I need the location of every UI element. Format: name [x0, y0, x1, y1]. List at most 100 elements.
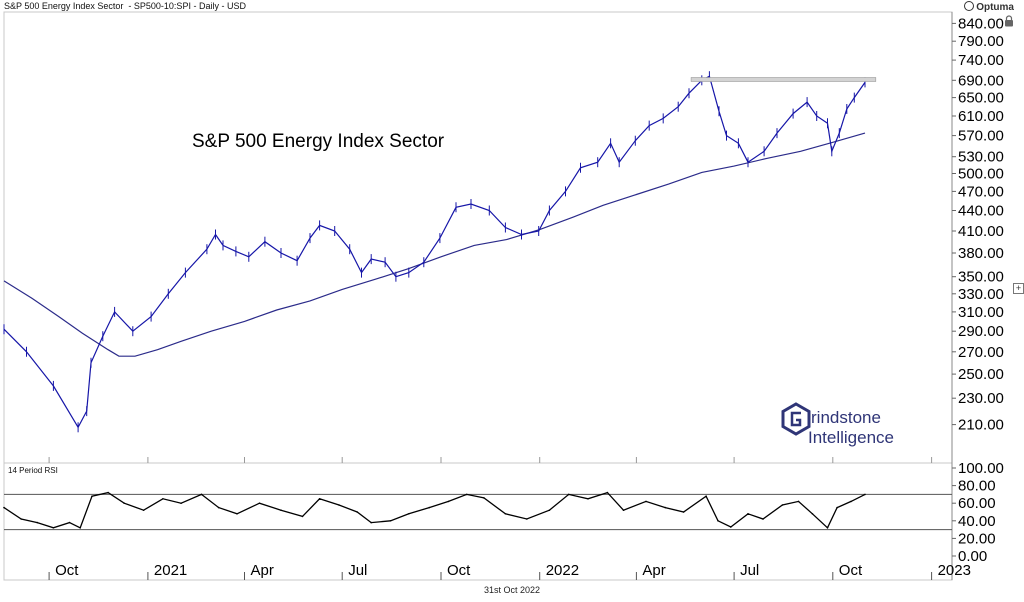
y-tick-label: 440.00: [958, 203, 1004, 220]
x-tick-label: 2023: [938, 562, 971, 579]
rsi-point: [717, 520, 719, 522]
rsi-point: [259, 502, 261, 504]
rsi-point: [180, 502, 182, 504]
rsi-point: [782, 504, 784, 506]
rsi-point: [408, 513, 410, 515]
rsi-point: [143, 509, 145, 511]
chart-title: S&P 500 Energy Index Sector: [192, 131, 444, 153]
y-tick-label: 380.00: [958, 245, 1004, 262]
rsi-point: [3, 507, 5, 509]
y-tick-label: 230.00: [958, 390, 1004, 407]
rsi-point: [683, 511, 685, 513]
rsi-point: [526, 518, 528, 520]
moving-average-line: [4, 133, 865, 356]
lock-icon[interactable]: [1004, 15, 1014, 27]
y-tick-label: 840.00: [958, 15, 1004, 32]
x-tick-label: Apr: [642, 562, 665, 579]
y-tick-label: 330.00: [958, 286, 1004, 303]
y-tick-label: 530.00: [958, 149, 1004, 166]
rsi-point: [623, 509, 625, 511]
y-tick-label: 290.00: [958, 323, 1004, 340]
chart-header: S&P 500 Energy Index Sector - SP500-10:S…: [4, 1, 246, 11]
y-tick-label: 740.00: [958, 52, 1004, 69]
rsi-point: [549, 509, 551, 511]
rsi-panel-frame: [4, 463, 952, 580]
rsi-point: [747, 513, 749, 515]
x-tick-label: Oct: [839, 562, 863, 579]
resistance-line: [691, 78, 876, 82]
rsi-point: [236, 513, 238, 515]
rsi-point: [390, 520, 392, 522]
rsi-panel-title: 14 Period RSI: [8, 466, 58, 475]
rsi-point: [466, 494, 468, 496]
rsi-y-tick-label: 60.00: [958, 495, 996, 512]
rsi-point: [730, 526, 732, 528]
x-tick-label: 2022: [546, 562, 579, 579]
y-tick-label: 650.00: [958, 90, 1004, 107]
price-series: [4, 71, 865, 432]
brand-label: Optuma: [964, 1, 1014, 13]
moving-average-series: [4, 133, 865, 356]
expand-plus-icon[interactable]: +: [1013, 283, 1024, 294]
grindstone-logo: rindstone Intelligence: [781, 402, 921, 452]
resistance-level: [691, 78, 876, 82]
rsi-point: [338, 504, 340, 506]
rsi-point: [812, 513, 814, 515]
chart: 840.00790.00740.00690.00650.00610.00570.…: [0, 0, 1024, 602]
rsi-point: [645, 501, 647, 503]
rsi-point: [53, 527, 55, 529]
rsi-point: [356, 511, 358, 513]
rsi-point: [850, 501, 852, 503]
rsi-point: [20, 518, 22, 520]
rsi-point: [107, 492, 109, 494]
rsi-point: [836, 507, 838, 509]
rsi-y-tick-label: 20.00: [958, 530, 996, 547]
rsi-y-tick-label: 80.00: [958, 478, 996, 495]
rsi-point: [69, 522, 71, 524]
rsi-point: [91, 495, 93, 497]
rsi-point: [483, 497, 485, 499]
rsi-point: [123, 502, 125, 504]
rsi-point: [762, 518, 764, 520]
rsi-point: [162, 498, 164, 500]
y-tick-label: 250.00: [958, 366, 1004, 383]
rsi-line: [4, 493, 865, 528]
y-tick-label: 470.00: [958, 183, 1004, 200]
rsi-point: [505, 513, 507, 515]
x-tick-label: Jul: [740, 562, 759, 579]
y-tick-label: 790.00: [958, 33, 1004, 50]
rsi-point: [370, 522, 372, 524]
rsi-y-tick-label: 100.00: [958, 460, 1004, 477]
y-tick-label: 500.00: [958, 166, 1004, 183]
logo-text-line1: rindstone: [811, 408, 881, 428]
x-tick-label: Jul: [348, 562, 367, 579]
rsi-point: [37, 522, 39, 524]
rsi-point: [319, 498, 321, 500]
x-tick-label: Oct: [447, 562, 471, 579]
rsi-y-tick-label: 40.00: [958, 513, 996, 530]
optuma-logo-icon: [964, 1, 974, 11]
y-tick-label: 350.00: [958, 269, 1004, 286]
rsi-point: [201, 494, 203, 496]
rsi-point: [448, 501, 450, 503]
rsi-point: [302, 516, 304, 518]
x-tick-label: Apr: [251, 562, 274, 579]
footer-date: 31st Oct 2022: [0, 585, 1024, 595]
rsi-point: [79, 527, 81, 529]
x-tick-label: Oct: [55, 562, 79, 579]
grindstone-hexagon-icon: [781, 402, 811, 446]
price-line: [4, 76, 865, 427]
rsi-point: [665, 507, 667, 509]
y-tick-label: 270.00: [958, 344, 1004, 361]
rsi-point: [568, 494, 570, 496]
rsi-series: [3, 492, 866, 529]
rsi-point: [428, 507, 430, 509]
y-tick-label: 210.00: [958, 417, 1004, 434]
x-axis: Oct 2021 Apr Jul Oct 2022 Apr Jul Oct 2023: [49, 457, 971, 580]
brand-text: Optuma: [976, 2, 1014, 13]
y-tick-label: 310.00: [958, 304, 1004, 321]
rsi-point: [607, 492, 609, 494]
y-tick-label: 570.00: [958, 128, 1004, 145]
y-tick-label: 410.00: [958, 223, 1004, 240]
